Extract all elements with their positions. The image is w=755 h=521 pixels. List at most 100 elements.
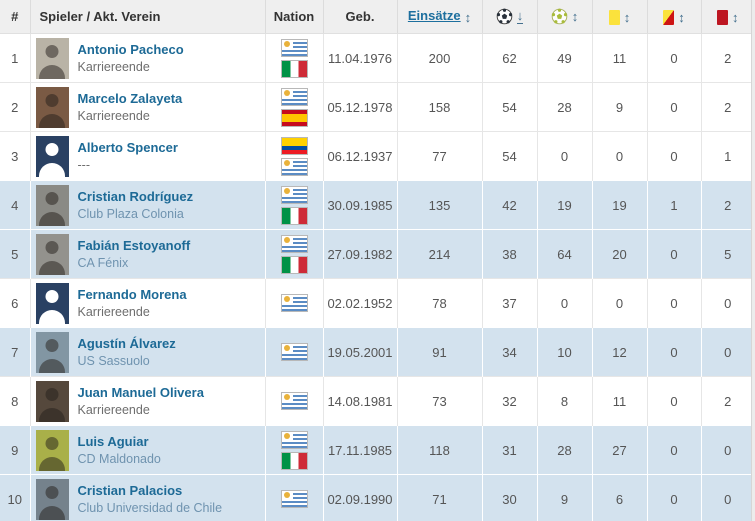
flag-icon-italien bbox=[280, 206, 308, 225]
table-row: 6 Fernando Morena Karriereende 02.02.195… bbox=[0, 278, 751, 328]
player-club-link[interactable]: Club Plaza Colonia bbox=[77, 207, 184, 221]
rank-value: 6 bbox=[11, 295, 19, 311]
goals-value: 38 bbox=[481, 229, 537, 279]
yellow-red-cards-value: 1 bbox=[646, 180, 701, 230]
player-club-link: Karriereende bbox=[77, 305, 150, 319]
yellow-red-cards-value: 0 bbox=[646, 278, 701, 328]
rank-cell: 6 bbox=[0, 278, 30, 328]
player-club-link[interactable]: CA Fénix bbox=[77, 256, 129, 270]
player-photo[interactable] bbox=[35, 380, 69, 422]
flag-icon-spanien bbox=[280, 108, 308, 127]
nation-flags bbox=[266, 136, 323, 176]
player-name-link[interactable]: Antonio Pacheco bbox=[77, 42, 184, 57]
header-assists[interactable]: ↕ bbox=[536, 0, 592, 34]
rank-value: 1 bbox=[11, 50, 19, 66]
player-photo[interactable] bbox=[35, 86, 69, 128]
rank-cell: 10 bbox=[0, 474, 30, 521]
player-photo[interactable] bbox=[35, 429, 69, 471]
player-photo[interactable] bbox=[35, 233, 69, 275]
player-name-link[interactable]: Agustín Álvarez bbox=[77, 336, 176, 351]
header-appearances[interactable]: Einsätze ↕ bbox=[396, 0, 482, 34]
flag-icon-italien bbox=[280, 255, 308, 274]
player-club-link: --- bbox=[77, 158, 91, 172]
appearances-value: 71 bbox=[396, 474, 482, 521]
yellow-cards-value: 0 bbox=[591, 278, 647, 328]
header-rank: # bbox=[0, 0, 30, 34]
table-row: 2 Marcelo Zalayeta Karriereende 05.12.19… bbox=[0, 82, 751, 132]
sort-arrows-icon[interactable]: ↕ bbox=[464, 9, 472, 25]
table-row: 8 Juan Manuel Olivera Karriereende 14.08… bbox=[0, 376, 751, 426]
red-cards-value: 2 bbox=[700, 180, 751, 230]
rank-value: 8 bbox=[11, 393, 19, 409]
nation-flags bbox=[266, 392, 323, 410]
yellow-card-icon[interactable] bbox=[608, 9, 620, 25]
player-name-link[interactable]: Fabián Estoyanoff bbox=[77, 238, 191, 253]
header-yellow-cards[interactable]: ↕ bbox=[591, 0, 647, 34]
player-photo[interactable] bbox=[35, 478, 69, 520]
header-rank-label: # bbox=[11, 9, 19, 24]
nation-flags bbox=[266, 294, 323, 312]
sort-arrows-icon[interactable]: ↕ bbox=[571, 9, 579, 25]
birthdate-value: 06.12.1937 bbox=[322, 131, 397, 181]
rank-cell: 9 bbox=[0, 425, 30, 475]
player-cell: Fernando Morena Karriereende bbox=[29, 278, 265, 328]
sort-arrows-icon[interactable]: ↕ bbox=[732, 9, 739, 25]
player-name-link[interactable]: Cristian Palacios bbox=[77, 483, 183, 499]
nation-cell bbox=[264, 33, 323, 83]
flag-icon-uruguay bbox=[280, 294, 308, 312]
player-name-link[interactable]: Fernando Morena bbox=[77, 287, 187, 302]
player-club-link[interactable]: Club Universidad de Chile bbox=[77, 501, 223, 516]
player-name-link[interactable]: Alberto Spencer bbox=[77, 140, 178, 155]
header-yellow-red-cards[interactable]: ↕ bbox=[646, 0, 701, 34]
appearances-value: 91 bbox=[396, 327, 482, 377]
header-player-label: Spieler / Akt. Verein bbox=[39, 9, 161, 24]
header-red-cards[interactable]: ↕ bbox=[700, 0, 751, 34]
sort-arrows-icon[interactable]: ↕ bbox=[678, 9, 685, 25]
player-name-link[interactable]: Luis Aguiar bbox=[77, 434, 149, 449]
sort-desc-icon[interactable]: ↓ bbox=[516, 8, 524, 24]
appearances-sort-link[interactable]: Einsätze bbox=[407, 8, 461, 24]
birthdate-value: 19.05.2001 bbox=[322, 327, 397, 377]
sort-arrows-icon[interactable]: ↕ bbox=[623, 9, 631, 25]
player-photo[interactable] bbox=[35, 184, 69, 226]
assists-value: 0 bbox=[536, 278, 592, 328]
flag-icon-uruguay bbox=[280, 185, 308, 204]
yellow-red-cards-value: 0 bbox=[646, 425, 701, 475]
player-cell: Antonio Pacheco Karriereende bbox=[29, 33, 265, 83]
rank-cell: 2 bbox=[0, 82, 30, 132]
player-name-link[interactable]: Cristian Rodríguez bbox=[77, 189, 194, 204]
nation-flags bbox=[266, 430, 323, 470]
rank-value: 4 bbox=[11, 197, 19, 213]
yellow-red-card-icon[interactable] bbox=[663, 9, 675, 25]
player-photo[interactable] bbox=[35, 135, 69, 177]
assist-ball-icon[interactable] bbox=[551, 8, 568, 25]
nation-cell bbox=[264, 327, 323, 377]
yellow-cards-value: 11 bbox=[591, 33, 647, 83]
yellow-red-cards-value: 0 bbox=[646, 82, 701, 132]
rank-cell: 3 bbox=[0, 131, 30, 181]
header-goals[interactable]: ↓ bbox=[481, 0, 537, 34]
appearances-value: 78 bbox=[396, 278, 482, 328]
appearances-value: 118 bbox=[396, 425, 482, 475]
table-row: 5 Fabián Estoyanoff CA Fénix 27.09.1982 … bbox=[0, 229, 751, 279]
flag-icon-italien bbox=[280, 451, 308, 470]
goals-value: 37 bbox=[481, 278, 537, 328]
player-club-link[interactable]: CD Maldonado bbox=[77, 452, 161, 466]
player-club-link[interactable]: US Sassuolo bbox=[77, 354, 150, 368]
soccer-ball-icon[interactable] bbox=[496, 8, 513, 25]
nation-cell bbox=[264, 229, 323, 279]
player-photo[interactable] bbox=[35, 282, 69, 324]
red-cards-value: 2 bbox=[700, 376, 751, 426]
flag-icon-uruguay bbox=[280, 87, 308, 106]
yellow-red-cards-value: 0 bbox=[646, 229, 701, 279]
appearances-value: 158 bbox=[396, 82, 482, 132]
player-name-link[interactable]: Marcelo Zalayeta bbox=[77, 91, 183, 106]
goals-value: 32 bbox=[481, 376, 537, 426]
goals-value: 42 bbox=[481, 180, 537, 230]
player-photo[interactable] bbox=[35, 331, 69, 373]
player-photo[interactable] bbox=[35, 37, 69, 79]
player-name-link[interactable]: Juan Manuel Olivera bbox=[77, 385, 204, 400]
rank-value: 3 bbox=[11, 148, 19, 164]
red-card-icon[interactable] bbox=[717, 9, 728, 25]
